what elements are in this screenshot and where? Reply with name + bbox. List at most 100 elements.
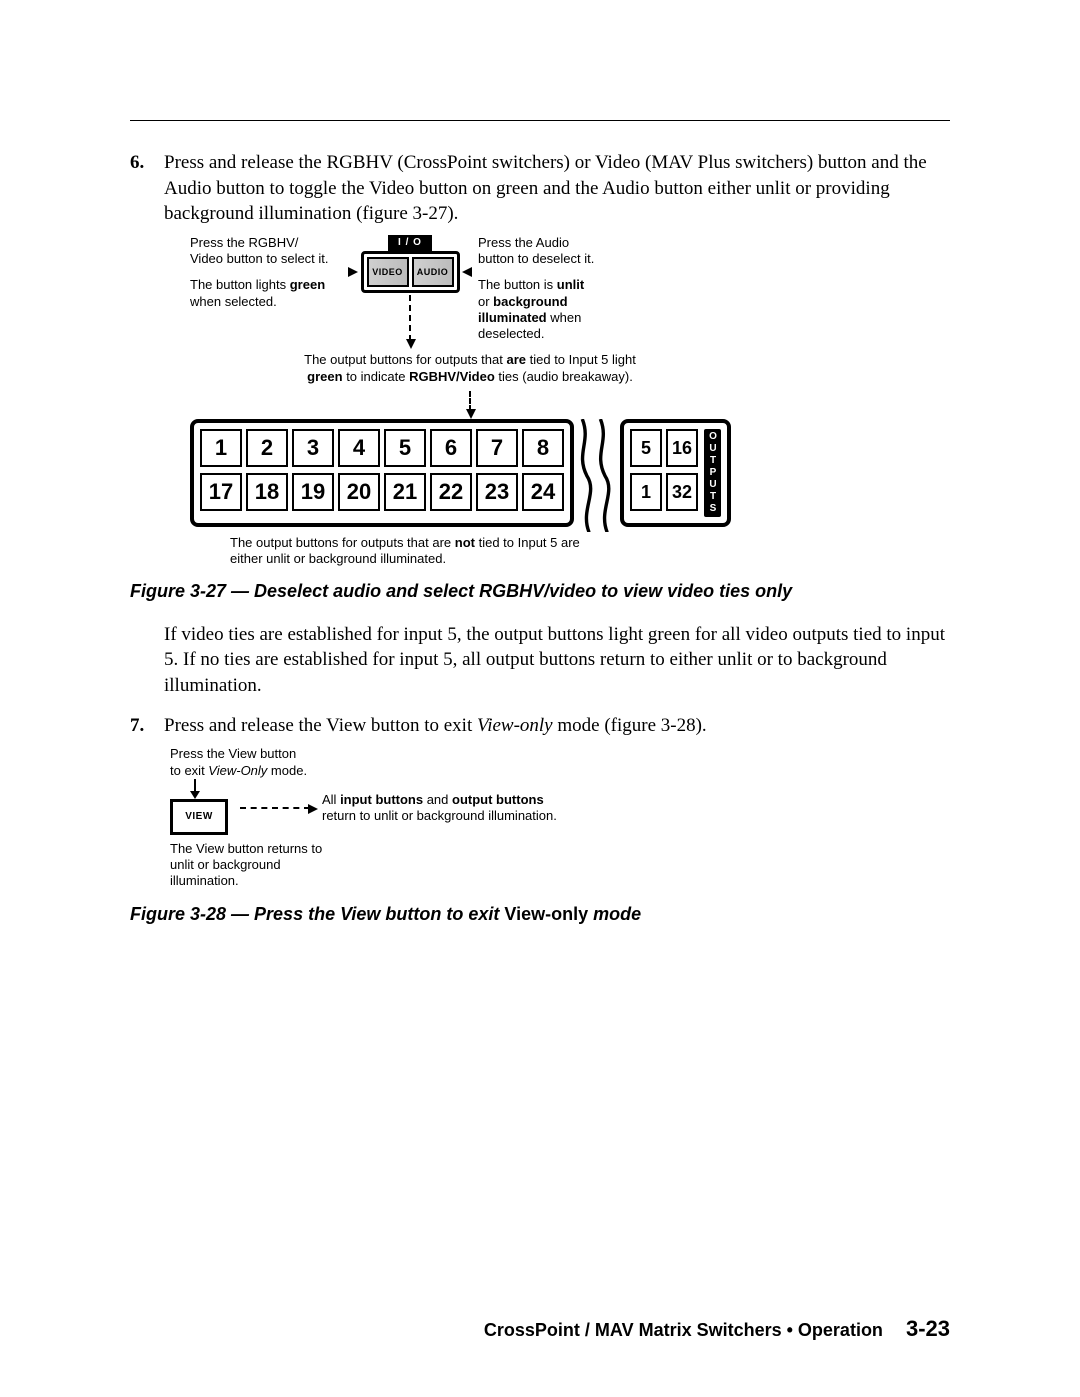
txt: unlit or background: [170, 857, 281, 872]
output-button: 19: [292, 473, 334, 511]
step-text: Press and release the View button to exi…: [164, 713, 950, 739]
txt-bold: green: [307, 369, 342, 384]
output-button: 23: [476, 473, 518, 511]
view-button: VIEW: [170, 799, 228, 835]
output-button: 17: [200, 473, 242, 511]
figure-3-27-caption: Figure 3-27 — Deselect audio and select …: [130, 579, 950, 603]
output-buttons-wrap: 1 2 3 4 5 6 7 8 17 18 19 20 21: [190, 419, 750, 527]
output-panel-side: 5 16 1 32 OUTPUTS: [620, 419, 731, 527]
txt-bold: RGBHV/Video: [409, 369, 495, 384]
left-notes: Press the RGBHV/ Video button to select …: [190, 233, 360, 310]
txt-bold: input buttons: [340, 792, 423, 807]
output-button: 5: [384, 429, 426, 467]
d2-bottom-note: The View button returns to unlit or back…: [170, 841, 710, 890]
output-button: 32: [666, 473, 698, 511]
view-button-wrap: VIEW: [170, 781, 228, 835]
output-button: 2: [246, 429, 288, 467]
txt: mode (figure 3-28).: [553, 715, 707, 736]
txt: deselected.: [478, 326, 545, 341]
txt: The button is: [478, 277, 557, 292]
figure-3-28-diagram: Press the View button to exit View-Only …: [170, 746, 710, 889]
txt: either unlit or background illuminated.: [230, 551, 446, 566]
txt: or: [478, 294, 493, 309]
txt: mode.: [267, 763, 307, 778]
button-row-1: 1 2 3 4 5 6 7 8: [200, 429, 564, 467]
footer-text: CrossPoint / MAV Matrix Switchers • Oper…: [484, 1320, 883, 1340]
txt: to indicate: [343, 369, 410, 384]
txt-bold: output buttons: [452, 792, 544, 807]
txt-italic: View-Only: [208, 763, 267, 778]
txt-bold: background: [493, 294, 567, 309]
below-note: The output buttons for outputs that are …: [230, 535, 750, 568]
txt-bold: not: [455, 535, 475, 550]
txt: when selected.: [190, 294, 277, 309]
page-number: 3-23: [906, 1316, 950, 1341]
step-7: 7. Press and release the View button to …: [130, 713, 950, 739]
right-notes: Press the Audio button to deselect it. T…: [460, 233, 648, 343]
page-footer: CrossPoint / MAV Matrix Switchers • Oper…: [484, 1316, 950, 1342]
txt: to exit: [170, 763, 208, 778]
output-button: 3: [292, 429, 334, 467]
arrow-down-icon: [194, 779, 196, 793]
txt: The View button returns to: [170, 841, 322, 856]
txt: Figure 3-28 — Press the View button to e…: [130, 904, 504, 924]
txt: Press the Audio: [478, 235, 569, 250]
txt: illumination.: [170, 873, 239, 888]
txt: ties (audio breakaway).: [495, 369, 633, 384]
txt-upright: View-only: [504, 904, 588, 924]
io-button-bar: VIDEO AUDIO: [361, 251, 460, 293]
txt: when: [547, 310, 582, 325]
output-button: 1: [200, 429, 242, 467]
d2-top-note: Press the View button to exit View-Only …: [170, 746, 710, 779]
d2-row: VIEW All input buttons and output button…: [170, 781, 710, 835]
output-button: 21: [384, 473, 426, 511]
txt: tied to Input 5 light: [526, 352, 636, 367]
output-button: 5: [630, 429, 662, 467]
output-button: 7: [476, 429, 518, 467]
output-button: 22: [430, 473, 472, 511]
step-6: 6. Press and release the RGBHV (CrossPoi…: [130, 150, 950, 227]
txt: return to unlit or background illuminati…: [322, 808, 557, 823]
dashed-arrow-down-icon: [469, 391, 471, 411]
output-button: 1: [630, 473, 662, 511]
output-button: 6: [430, 429, 472, 467]
txt: button to deselect it.: [478, 251, 594, 266]
output-button: 18: [246, 473, 288, 511]
step-number: 6.: [130, 150, 164, 227]
txt: Press the RGBHV/: [190, 235, 298, 250]
txt: mode: [588, 904, 641, 924]
output-button: 8: [522, 429, 564, 467]
output-button: 4: [338, 429, 380, 467]
header-rule: [130, 120, 950, 121]
txt: The button lights: [190, 277, 290, 292]
button-row-2: 17 18 19 20 21 22 23 24: [200, 473, 564, 511]
txt-bold: illuminated: [478, 310, 547, 325]
io-panel: I / O VIDEO AUDIO: [360, 235, 460, 342]
middle-note: The output buttons for outputs that are …: [190, 352, 750, 385]
txt: The output buttons for outputs that are: [230, 535, 455, 550]
io-selection-row: Press the RGBHV/ Video button to select …: [190, 233, 750, 343]
mid-paragraph: If video ties are established for input …: [164, 622, 950, 699]
output-button: 20: [338, 473, 380, 511]
step-number: 7.: [130, 713, 164, 739]
step-text: Press and release the RGBHV (CrossPoint …: [164, 150, 950, 227]
d2-right-note: All input buttons and output buttons ret…: [322, 792, 710, 825]
dashed-arrow-right-icon: [240, 807, 310, 809]
output-button: 16: [666, 429, 698, 467]
output-button: 24: [522, 473, 564, 511]
output-panel-main: 1 2 3 4 5 6 7 8 17 18 19 20 21: [190, 419, 574, 527]
txt: Video button to select it.: [190, 251, 329, 266]
dashed-arrow-down-icon: [409, 295, 411, 341]
txt: tied to Input 5 are: [475, 535, 580, 550]
io-label: I / O: [388, 235, 432, 252]
torn-edge-icon: [580, 419, 614, 527]
figure-3-27-diagram: Press the RGBHV/ Video button to select …: [190, 233, 750, 568]
txt-bold: green: [290, 277, 325, 292]
txt-italic: View-only: [477, 715, 553, 736]
txt: Press the View button: [170, 746, 296, 761]
txt: The output buttons for outputs that: [304, 352, 506, 367]
document-page: 6. Press and release the RGBHV (CrossPoi…: [0, 0, 1080, 1397]
audio-button: AUDIO: [412, 257, 454, 287]
outputs-vertical-label: OUTPUTS: [704, 429, 721, 517]
video-button: VIDEO: [367, 257, 409, 287]
